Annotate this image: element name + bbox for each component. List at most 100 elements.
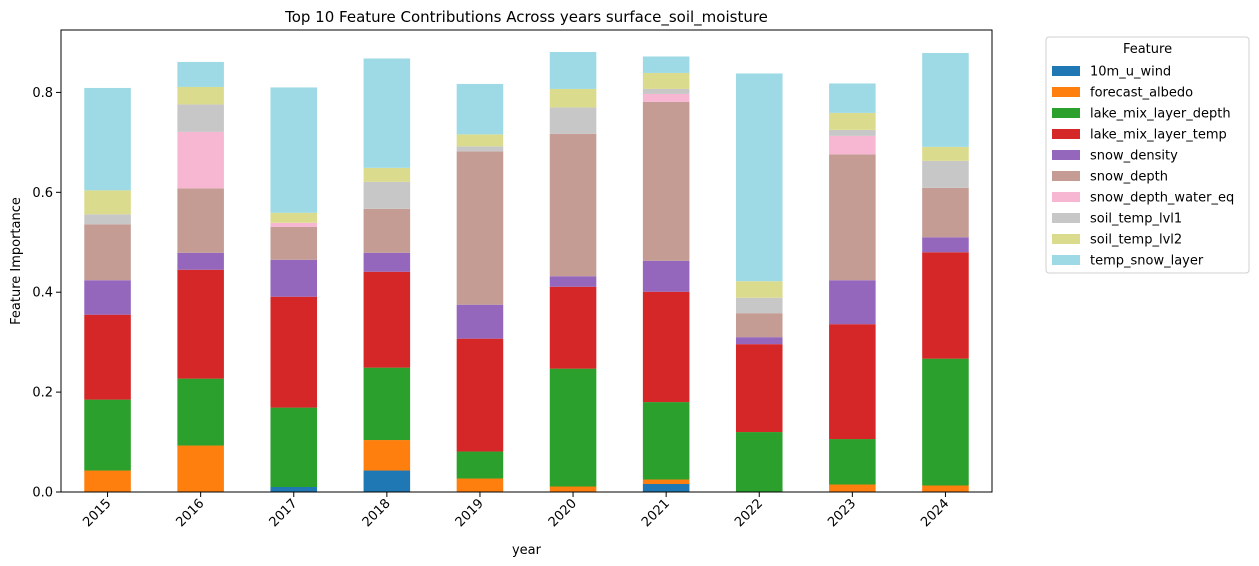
x-tick-label: 2019 — [453, 496, 487, 530]
bar-segment-lake-mix-layer-temp-2022 — [735, 344, 783, 433]
legend-label-snow-density: snow_density — [1090, 149, 1178, 164]
legend-swatch-soil-temp-lvl1 — [1052, 213, 1080, 223]
bar-segment-soil-temp-lvl2-2019 — [456, 134, 504, 147]
bar-segment-soil-temp-lvl1-2020 — [549, 107, 597, 134]
bar-segment-lake-mix-layer-depth-2022 — [735, 432, 783, 492]
x-tick-label: 2023 — [825, 496, 859, 530]
y-tick-label: 0.0 — [32, 486, 53, 501]
legend-swatch-snow-depth — [1052, 171, 1080, 181]
bar-segment-soil-temp-lvl2-2018 — [363, 167, 411, 182]
x-tick-label: 2016 — [173, 496, 207, 530]
y-axis: 0.0 0.2 0.4 0.6 0.8 — [32, 86, 61, 501]
bar-segment-soil-temp-lvl1-2021 — [642, 88, 690, 94]
bar-segment-snow-density-2023 — [829, 280, 876, 325]
bar-segment-temp-snow-layer-2019 — [456, 83, 504, 135]
bar-segment-forecast-albedo-2019 — [456, 478, 504, 492]
bar-segment-forecast-albedo-2015 — [84, 470, 131, 492]
bar-segment-snow-depth-2022 — [735, 313, 783, 338]
y-axis-label: Feature Importance — [9, 197, 24, 325]
chart-title: Top 10 Feature Contributions Across year… — [284, 8, 768, 27]
bar-segment-snow-depth-2020 — [549, 133, 597, 277]
bar-segment-lake-mix-layer-temp-2024 — [922, 252, 969, 359]
bar-segment-forecast-albedo-2023 — [829, 484, 876, 492]
bar-segment-snow-depth-2021 — [642, 101, 690, 261]
bar-segment-snow-depth-2019 — [456, 151, 504, 305]
bar-segment-soil-temp-lvl1-2024 — [922, 160, 969, 188]
bar-segment-soil-temp-lvl2-2020 — [549, 88, 597, 108]
x-tick-label: 2015 — [80, 496, 114, 530]
plot-frame — [60, 29, 993, 493]
bar-segment-soil-temp-lvl1-2019 — [456, 146, 504, 152]
legend-label-snow-depth-water-eq: snow_depth_water_eq — [1090, 191, 1234, 206]
bar-segment-snow-density-2024 — [922, 237, 969, 253]
legend-label-lake-mix-layer-depth: lake_mix_layer_depth — [1090, 107, 1231, 122]
bar-segment-forecast-albedo-2024 — [922, 485, 969, 492]
x-tick-label: 2020 — [546, 496, 580, 530]
bar-segment-lake-mix-layer-temp-2016 — [177, 269, 224, 379]
legend-swatch-forecast-albedo — [1052, 87, 1080, 97]
bar-segment-snow-depth-2017 — [270, 226, 318, 260]
bar-segment-soil-temp-lvl1-2023 — [829, 129, 876, 136]
legend-label-snow-depth: snow_depth — [1090, 170, 1168, 185]
legend-label-forecast-albedo: forecast_albedo — [1090, 86, 1193, 101]
bar-segment-lake-mix-layer-depth-2015 — [84, 399, 131, 471]
bar-segment-soil-temp-lvl2-2022 — [735, 281, 783, 298]
legend: Feature 10m_u_wind forecast_albedo lake_mi… — [1045, 36, 1250, 274]
bar-segment-snow-depth-water-eq-2021 — [642, 93, 690, 102]
x-tick-label: 2021 — [639, 496, 673, 530]
legend-swatch-snow-density — [1052, 150, 1080, 160]
legend-swatch-lake-mix-layer-temp — [1052, 129, 1080, 139]
bar-segment-snow-density-2022 — [735, 337, 783, 345]
bar-segment-lake-mix-layer-temp-2019 — [456, 338, 504, 452]
bar-segment-snow-depth-water-eq-2016 — [177, 131, 224, 189]
bar-segment-10m-u-wind-2021 — [642, 484, 690, 492]
y-tick-label: 0.8 — [32, 86, 53, 101]
bar-segment-soil-temp-lvl2-2024 — [922, 146, 969, 161]
bar-segment-snow-density-2018 — [363, 252, 411, 272]
bars-group — [84, 51, 969, 492]
bar-segment-snow-density-2016 — [177, 252, 224, 270]
bar-segment-temp-snow-layer-2017 — [270, 87, 318, 213]
x-axis-label: year — [512, 543, 542, 558]
bar-segment-temp-snow-layer-2024 — [922, 52, 969, 147]
x-tick-label: 2024 — [918, 496, 952, 530]
x-tick-label: 2022 — [732, 496, 766, 530]
bar-segment-10m-u-wind-2017 — [270, 487, 318, 492]
bar-segment-soil-temp-lvl2-2016 — [177, 86, 224, 105]
bar-segment-lake-mix-layer-temp-2015 — [84, 314, 131, 400]
bar-segment-soil-temp-lvl2-2021 — [642, 72, 690, 89]
y-tick-label: 0.2 — [32, 386, 53, 401]
x-tick-label: 2017 — [267, 496, 301, 530]
bar-segment-lake-mix-layer-depth-2018 — [363, 367, 411, 441]
bar-segment-10m-u-wind-2018 — [363, 470, 411, 492]
bar-segment-snow-depth-2018 — [363, 208, 411, 253]
y-tick-label: 0.4 — [32, 286, 53, 301]
bar-segment-temp-snow-layer-2018 — [363, 58, 411, 168]
legend-swatch-lake-mix-layer-depth — [1052, 108, 1080, 118]
bar-segment-snow-density-2015 — [84, 280, 131, 315]
y-tick-label: 0.6 — [32, 186, 53, 201]
bar-segment-snow-density-2020 — [549, 276, 597, 287]
bar-segment-soil-temp-lvl2-2015 — [84, 190, 131, 215]
bar-segment-temp-snow-layer-2023 — [829, 83, 876, 113]
bar-segment-snow-density-2017 — [270, 259, 318, 297]
bar-segment-temp-snow-layer-2016 — [177, 61, 224, 87]
x-tick-label: 2018 — [360, 496, 394, 530]
legend-label-10m-u-wind: 10m_u_wind — [1090, 65, 1171, 80]
bar-segment-soil-temp-lvl1-2016 — [177, 104, 224, 132]
legend-swatch-temp-snow-layer — [1052, 255, 1080, 265]
bar-segment-temp-snow-layer-2015 — [84, 87, 131, 191]
bar-segment-soil-temp-lvl1-2022 — [735, 297, 783, 314]
bar-segment-lake-mix-layer-depth-2023 — [829, 439, 876, 485]
bar-segment-snow-depth-2023 — [829, 154, 876, 281]
bar-segment-soil-temp-lvl2-2023 — [829, 112, 876, 130]
bar-segment-lake-mix-layer-temp-2020 — [549, 286, 597, 369]
legend-swatch-10m-u-wind — [1052, 66, 1080, 76]
bar-segment-lake-mix-layer-depth-2024 — [922, 358, 969, 486]
bar-segment-lake-mix-layer-temp-2018 — [363, 271, 411, 368]
bar-segment-temp-snow-layer-2022 — [735, 73, 783, 282]
bar-segment-snow-depth-2024 — [922, 187, 969, 238]
bar-segment-temp-snow-layer-2020 — [549, 51, 597, 89]
legend-swatch-snow-depth-water-eq — [1052, 192, 1080, 202]
